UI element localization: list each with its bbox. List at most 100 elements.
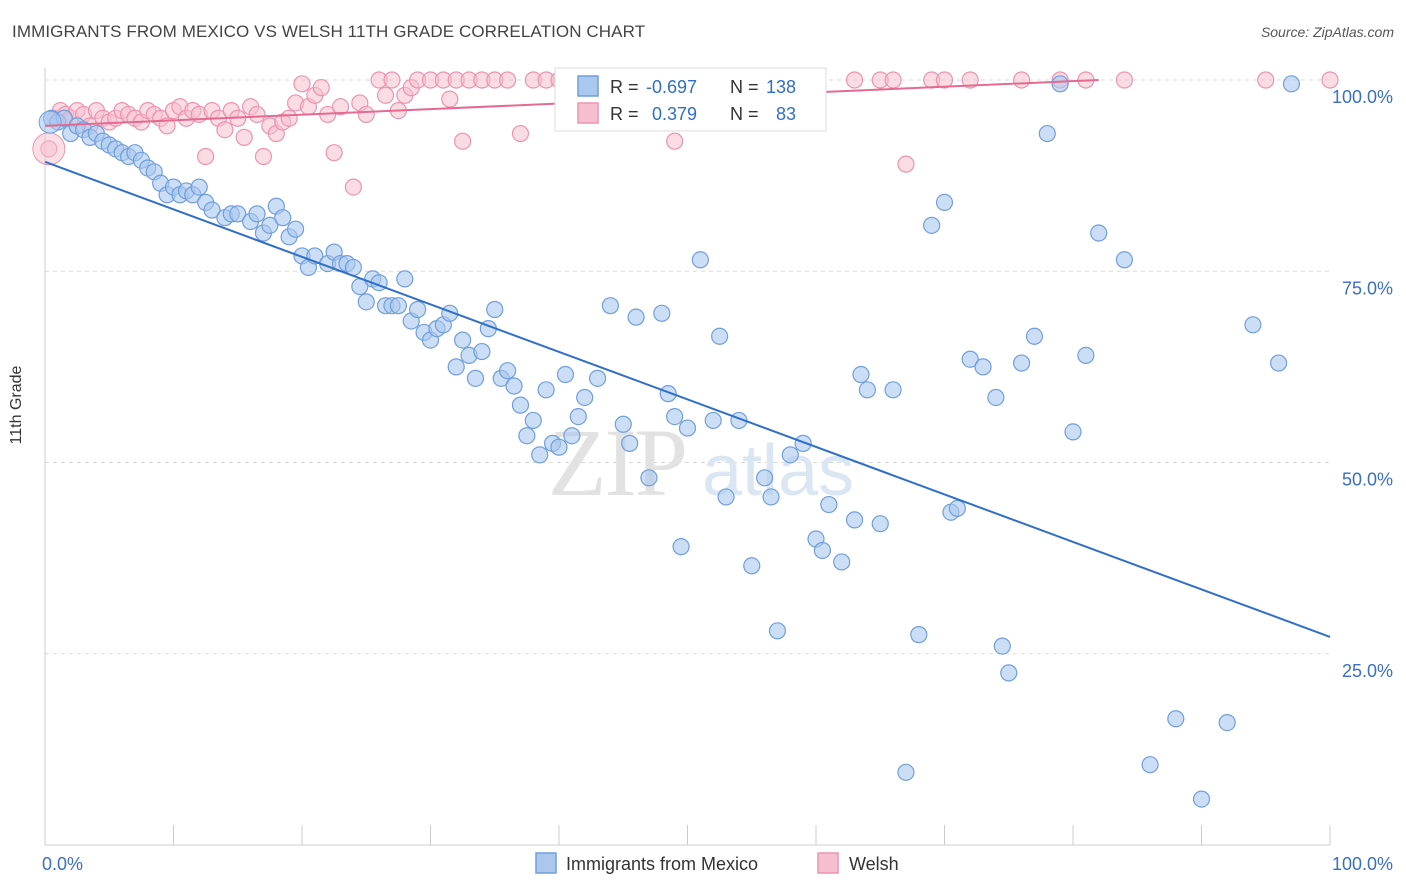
mexico-point-80 <box>576 388 594 407</box>
mexico-point-120 <box>987 388 1005 407</box>
mexico-point-36 <box>286 220 305 238</box>
mexico-point-107 <box>845 511 864 529</box>
mexico-point-125 <box>1038 124 1056 143</box>
welsh-point-19 <box>158 117 176 135</box>
mexico-point-112 <box>897 763 915 781</box>
grid-lines <box>45 79 1330 655</box>
legend-bottom-label-welsh: Welsh <box>849 854 899 874</box>
mexico-point-99 <box>762 488 780 506</box>
mexico-point-93 <box>704 411 722 430</box>
legend-top: R = -0.697 N = 138 R = 0.379 N = 83 <box>554 67 827 132</box>
welsh-point-59 <box>441 90 459 108</box>
legend-n-label-2: N = <box>730 104 759 124</box>
mexico-point-133 <box>1192 790 1211 808</box>
welsh-point-86 <box>961 71 979 89</box>
welsh-point-92 <box>1321 71 1339 89</box>
mexico-point-111 <box>884 381 902 399</box>
mexico-point-30 <box>248 205 266 223</box>
mexico-point-87 <box>653 304 671 322</box>
legend-top-swatch-mexico <box>577 75 599 97</box>
mexico-point-131 <box>1141 756 1159 774</box>
welsh-point-28 <box>216 121 234 139</box>
mexico-point-98 <box>755 469 774 487</box>
welsh-point-25 <box>197 147 215 166</box>
mexico-point-137 <box>1282 75 1301 93</box>
welsh-point-91 <box>1257 71 1275 89</box>
mexico-point-54 <box>409 300 427 319</box>
mexico-point-114 <box>923 216 941 234</box>
welsh-point-43 <box>312 79 330 97</box>
mexico-point-113 <box>910 626 928 644</box>
mexico-point-66 <box>486 300 504 319</box>
mexico-point-128 <box>1077 346 1095 364</box>
legend-r-value-1: -0.697 <box>646 77 697 97</box>
welsh-point-85 <box>935 71 954 89</box>
mexico-point-76 <box>550 438 568 456</box>
mexico-point-106 <box>833 553 851 571</box>
mexico-point-63 <box>466 369 485 387</box>
y-tick-label-0: 25.0% <box>1342 661 1393 681</box>
x-tick-label-0: 0.0% <box>42 854 83 874</box>
mexico-point-127 <box>1064 423 1082 441</box>
mexico-point-90 <box>672 538 690 556</box>
mexico-point-85 <box>627 308 645 326</box>
welsh-point-52 <box>383 71 401 89</box>
legend-n-value-2: 83 <box>776 104 796 124</box>
mexico-trend-line <box>44 160 1331 638</box>
mexico-point-72 <box>524 411 542 430</box>
welsh-point-75 <box>666 132 684 150</box>
mexico-point-73 <box>531 446 549 464</box>
mexico-point-70 <box>511 396 530 414</box>
welsh-point-33 <box>248 105 266 124</box>
mexico-point-69 <box>505 377 523 395</box>
welsh-point-82 <box>884 71 902 89</box>
mexico-point-51 <box>389 297 407 315</box>
mexico-point-126 <box>1051 75 1069 93</box>
mexico-point-121 <box>993 637 1011 655</box>
welsh-point-87 <box>1012 71 1031 89</box>
mexico-point-124 <box>1025 327 1044 345</box>
mexico-point-135 <box>1244 316 1262 334</box>
welsh-point-38 <box>280 109 298 127</box>
legend-r-label-2: R = <box>610 104 639 124</box>
tick-labels: 25.0% 50.0% 75.0% 100.0% 0.0% 100.0% <box>42 87 1393 874</box>
mexico-point-101 <box>781 446 799 464</box>
legend-r-label-1: R = <box>610 77 639 97</box>
legend-n-label-1: N = <box>730 77 759 97</box>
mexico-point-88 <box>659 385 677 403</box>
y-tick-label-1: 50.0% <box>1342 470 1393 490</box>
mexico-point-123 <box>1012 354 1031 372</box>
mexico-point-89 <box>666 408 684 426</box>
welsh-point-90 <box>1115 71 1134 89</box>
chart-title: IMMIGRANTS FROM MEXICO VS WELSH 11TH GRA… <box>12 22 646 41</box>
mexico-point-122 <box>1000 664 1018 682</box>
mexico-point-79 <box>569 408 587 426</box>
mexico-point-64 <box>473 342 491 361</box>
legend-bottom-swatch-mexico <box>535 852 557 874</box>
mexico-point-28 <box>229 205 247 223</box>
mexico-point-61 <box>454 331 472 349</box>
mexico-point-104 <box>813 541 832 560</box>
y-tick-label-2: 75.0% <box>1342 278 1393 298</box>
mexico-point-102 <box>794 434 812 452</box>
mexico-point-86 <box>640 469 658 487</box>
welsh-cluster-point <box>32 132 66 166</box>
mexico-point-130 <box>1115 251 1134 269</box>
mexico-point-95 <box>717 488 735 506</box>
mexico-point-92 <box>691 251 709 269</box>
mexico-point-74 <box>537 381 555 399</box>
mexico-point-100 <box>768 622 787 640</box>
mexico-point-82 <box>601 297 620 315</box>
mexico-point-118 <box>961 350 979 368</box>
legend-n-value-1: 138 <box>766 77 796 97</box>
mexico-point-46 <box>357 293 375 311</box>
mexico-point-77 <box>556 365 575 384</box>
legend-top-swatch-welsh <box>577 102 599 124</box>
welsh-point-45 <box>325 144 343 162</box>
mexico-point-23 <box>190 178 208 196</box>
mexico-point-134 <box>1218 713 1236 732</box>
welsh-point-46 <box>331 98 350 116</box>
welsh-point-51 <box>376 86 395 104</box>
welsh-point-31 <box>235 128 253 146</box>
axes <box>44 68 1331 846</box>
